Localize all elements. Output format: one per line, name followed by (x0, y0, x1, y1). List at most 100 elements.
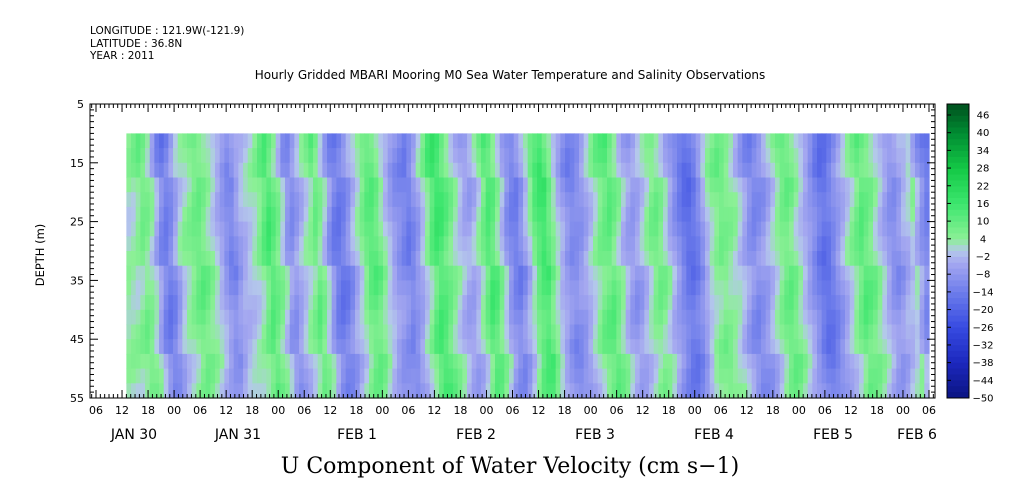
heatmap-cell (131, 295, 137, 311)
heatmap-cell (485, 309, 491, 326)
heatmap-cell (177, 162, 183, 179)
heatmap-cell (205, 295, 211, 311)
heatmap-cell (383, 280, 389, 296)
heatmap-cell (406, 236, 412, 252)
heatmap-cell (896, 324, 902, 340)
heatmap-cell (887, 192, 893, 208)
heatmap-cell (485, 280, 491, 296)
heatmap-cell (653, 339, 659, 355)
heatmap-cell (476, 383, 482, 399)
heatmap-cell (420, 324, 426, 340)
heatmap-cell (308, 148, 314, 164)
heatmap-cell (905, 383, 911, 399)
heatmap-cell (289, 133, 295, 149)
heatmap-cell (555, 383, 561, 399)
heatmap-cell (896, 177, 902, 193)
heatmap-cell (322, 133, 328, 149)
heatmap-cell (667, 221, 673, 237)
x-hour-tick-label: 00 (167, 404, 181, 417)
heatmap-cell (462, 251, 468, 267)
heatmap-cell (644, 192, 650, 208)
heatmap-cell (420, 265, 426, 281)
heatmap-cell (644, 148, 650, 164)
colorbar-segment (947, 392, 969, 399)
heatmap-cell (854, 133, 860, 149)
heatmap-cell (425, 383, 431, 399)
heatmap-cell (317, 162, 323, 179)
heatmap-cell (145, 309, 151, 326)
heatmap-cell (224, 148, 230, 164)
heatmap-cell (443, 265, 449, 281)
heatmap-cell (630, 339, 636, 355)
heatmap-cell (266, 162, 272, 179)
heatmap-cell (770, 221, 776, 237)
heatmap-cell (887, 206, 893, 223)
heatmap-cell (756, 383, 762, 399)
heatmap-cell (126, 339, 132, 355)
heatmap-cell (369, 251, 375, 267)
heatmap-cell (457, 192, 463, 208)
heatmap-cell (131, 280, 137, 296)
heatmap-cell (397, 148, 403, 164)
heatmap-cell (457, 368, 463, 384)
heatmap-cell (593, 265, 599, 281)
heatmap-cell (877, 265, 883, 281)
heatmap-cell (243, 324, 249, 340)
heatmap-cell (205, 148, 211, 164)
heatmap-cell (719, 177, 725, 193)
heatmap-cell (882, 162, 888, 179)
heatmap-cell (868, 295, 874, 311)
heatmap-cell (201, 295, 207, 311)
heatmap-cell (317, 206, 323, 223)
heatmap-cell (415, 162, 421, 179)
heatmap-cell (859, 162, 865, 179)
heatmap-cell (364, 148, 370, 164)
heatmap-cell (826, 368, 832, 384)
heatmap-cell (593, 236, 599, 252)
heatmap-cell (579, 133, 585, 149)
heatmap-cell (588, 368, 594, 384)
heatmap-cell (723, 162, 729, 179)
heatmap-cell (793, 206, 799, 223)
heatmap-cell (621, 339, 627, 355)
heatmap-cell (826, 339, 832, 355)
heatmap-cell (527, 368, 533, 384)
heatmap-cell (747, 265, 753, 281)
heatmap-cell (131, 221, 137, 237)
heatmap-cell (910, 251, 916, 267)
heatmap-cell (789, 368, 795, 384)
heatmap-cell (397, 177, 403, 193)
heatmap-cell (457, 309, 463, 326)
heatmap-cell (882, 324, 888, 340)
heatmap-cell (817, 133, 823, 149)
heatmap-cell (490, 162, 496, 179)
heatmap-cell (714, 280, 720, 296)
heatmap-cell (873, 206, 879, 223)
heatmap-cell (513, 251, 519, 267)
heatmap-cell (560, 162, 566, 179)
heatmap-cell (387, 192, 393, 208)
heatmap-cell (817, 148, 823, 164)
heatmap-cell (229, 280, 235, 296)
heatmap-cell (355, 383, 361, 399)
heatmap-cell (905, 192, 911, 208)
heatmap-cell (621, 251, 627, 267)
heatmap-cell (387, 148, 393, 164)
heatmap-cell (210, 324, 216, 340)
y-tick-label: 45 (70, 333, 84, 346)
heatmap-cell (551, 295, 557, 311)
heatmap-cell (574, 280, 580, 296)
heatmap-cell (635, 177, 641, 193)
heatmap-cell (191, 236, 197, 252)
heatmap-cell (868, 177, 874, 193)
heatmap-cell (364, 221, 370, 237)
heatmap-cell (490, 368, 496, 384)
heatmap-cell (835, 192, 841, 208)
heatmap-cell (182, 383, 188, 399)
heatmap-cell (359, 192, 365, 208)
heatmap-cell (210, 148, 216, 164)
heatmap-cell (135, 206, 141, 223)
heatmap-cell (527, 177, 533, 193)
heatmap-cell (476, 324, 482, 340)
